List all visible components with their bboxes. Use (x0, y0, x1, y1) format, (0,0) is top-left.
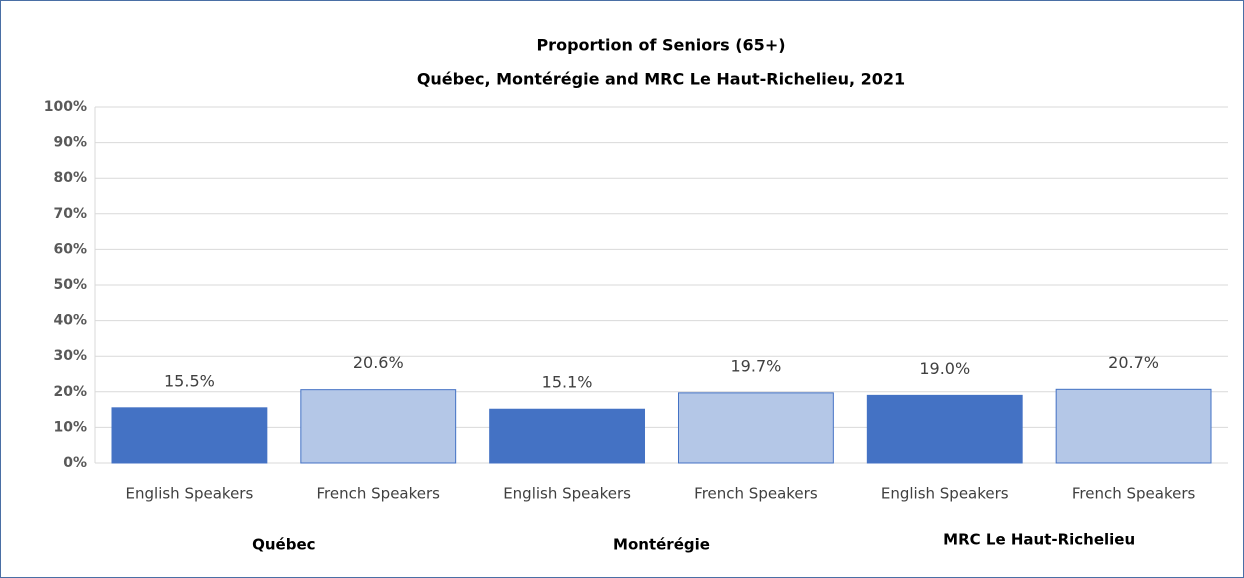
bar (677, 392, 834, 464)
data-label: 19.0% (919, 359, 970, 378)
x-tick-label: French Speakers (1072, 485, 1196, 503)
y-tick-label: 0% (63, 455, 87, 471)
y-tick-label: 20% (53, 384, 87, 400)
data-label: 15.1% (542, 373, 593, 392)
bar (1055, 388, 1212, 464)
y-tick-label: 50% (53, 277, 87, 293)
chart-title: Proportion of Seniors (65+) (536, 36, 785, 55)
y-tick-label: 40% (53, 313, 87, 329)
y-tick-label: 80% (53, 170, 87, 186)
group-label: Montérégie (613, 536, 710, 554)
bar (866, 394, 1023, 464)
y-tick-label: 70% (53, 206, 87, 222)
x-tick-label: English Speakers (503, 485, 631, 503)
data-label: 15.5% (164, 371, 215, 390)
x-tick-label: French Speakers (694, 485, 818, 503)
x-tick-label: French Speakers (317, 485, 441, 503)
bar (111, 407, 268, 464)
data-label: 19.7% (731, 356, 782, 375)
y-tick-label: 60% (53, 241, 87, 257)
x-tick-label: English Speakers (126, 485, 254, 503)
bar (489, 408, 646, 464)
y-tick-label: 10% (53, 419, 87, 435)
y-tick-label: 100% (44, 99, 87, 115)
data-label: 20.6% (353, 353, 404, 372)
x-tick-label: English Speakers (881, 485, 1009, 503)
chart-subtitle: Québec, Montérégie and MRC Le Haut-Riche… (417, 70, 905, 89)
bar (300, 389, 457, 464)
group-label: Québec (252, 536, 315, 554)
group-label: MRC Le Haut-Richelieu (943, 531, 1135, 549)
data-label: 20.7% (1108, 353, 1159, 372)
y-tick-label: 90% (53, 135, 87, 151)
y-tick-label: 30% (53, 348, 87, 364)
